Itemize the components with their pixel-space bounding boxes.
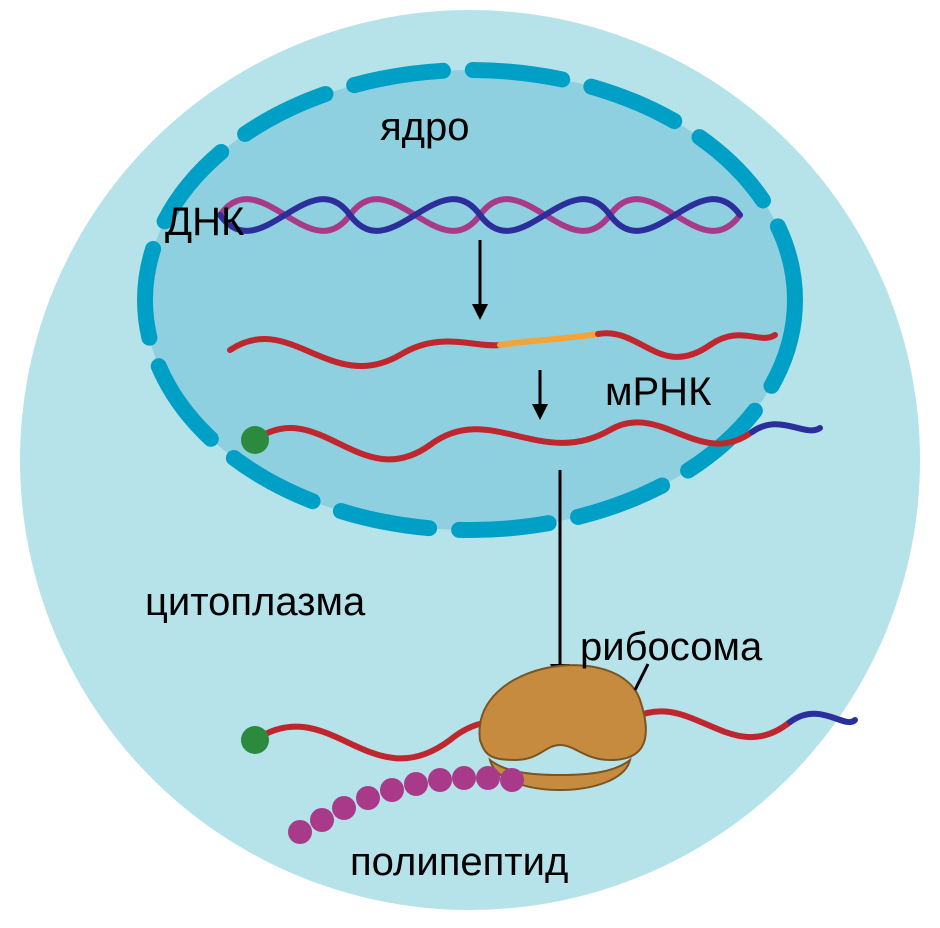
label-nucleus: ядро [380, 105, 470, 149]
label-polypeptide: полипептид [350, 840, 568, 884]
mrna-cap-icon [241, 426, 269, 454]
diagram-canvas: ядро ДНК мРНК цитоплазма рибосома полипе… [0, 0, 940, 928]
label-cytoplasm: цитоплазма [145, 580, 365, 624]
label-dna: ДНК [165, 200, 244, 244]
cell-diagram-svg [0, 0, 940, 928]
translating-mrna-cap-icon [241, 726, 269, 754]
label-mrna: мРНК [605, 370, 711, 414]
label-ribosome: рибосома [580, 625, 762, 669]
